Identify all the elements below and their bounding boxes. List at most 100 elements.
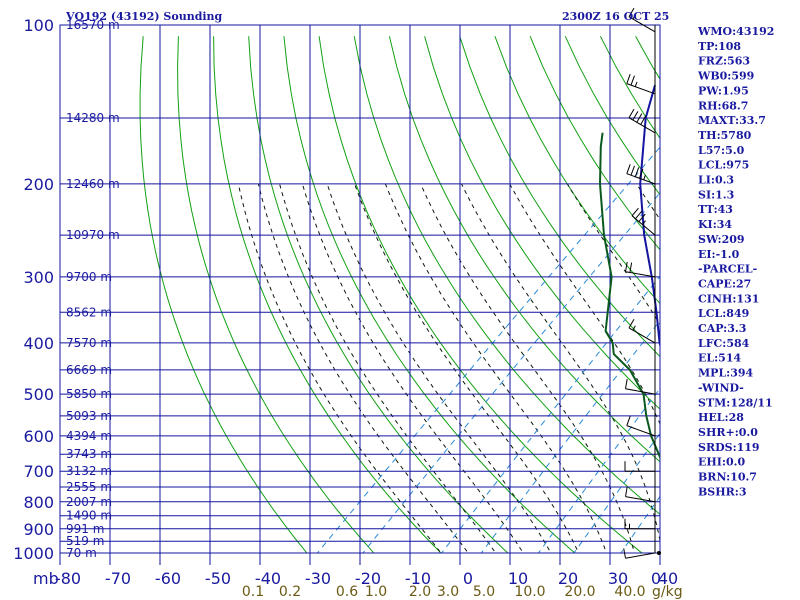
temperature-tick-label: 0: [463, 569, 473, 588]
height-label: 14280 m: [66, 111, 120, 125]
moist-adiabat: [237, 183, 442, 553]
height-label: 3132 m: [66, 464, 112, 478]
dry-adiabat: [248, 36, 509, 553]
dry-adiabat: [139, 36, 308, 553]
index-value: WB0:599: [697, 70, 754, 83]
pressure-tick-label: 600: [23, 427, 54, 446]
pressure-tick-label: 800: [23, 493, 54, 512]
height-label: 519 m: [66, 534, 104, 548]
index-value: L57:5.0: [698, 144, 745, 157]
temperature-tick-label: -60: [155, 569, 181, 588]
mixing-ratio-label: 3.0: [437, 584, 459, 600]
height-label: 7570 m: [66, 336, 112, 350]
temperature-tick-label: 10: [508, 569, 528, 588]
index-value: LCL:975: [698, 159, 749, 172]
wind-barb: [625, 261, 656, 278]
index-value: LCL:849: [698, 307, 749, 320]
temperature-tick-label: 30: [608, 569, 628, 588]
index-value: -PARCEL-: [698, 263, 757, 276]
temperature-tick-label: 0: [651, 569, 661, 588]
index-value: HEL:28: [698, 411, 744, 424]
wind-barb: [626, 164, 656, 185]
height-label: 2007 m: [66, 495, 112, 509]
pressure-tick-label: 1000: [13, 544, 54, 563]
mixing-ratio-label: 2.0: [409, 584, 431, 600]
dry-adiabat: [529, 36, 660, 251]
height-label: 9700 m: [66, 270, 112, 284]
dry-adiabat: [424, 36, 660, 410]
index-value: STM:128/11: [698, 396, 773, 409]
pressure-tick-label: 900: [23, 520, 54, 539]
index-value: EHI:0.0: [698, 456, 745, 469]
dry-adiabat: [177, 36, 375, 553]
mixing-ratio-label: 20.0: [564, 584, 595, 600]
grid: [59, 24, 661, 565]
wind-barb: [628, 318, 656, 344]
height-label: 1490 m: [66, 509, 112, 523]
mixing-ratio-label: 0.1: [242, 584, 264, 600]
index-value: EI:-1.0: [698, 248, 740, 261]
temperature-tick-label: -30: [305, 569, 331, 588]
wind-barbs: [623, 7, 661, 559]
dry-adiabat: [459, 36, 660, 358]
wind-barb: [623, 548, 656, 559]
chart-title: VQ192 (43192) Sounding: [65, 10, 223, 23]
height-label: 70 m: [66, 546, 97, 560]
height-label: 5850 m: [66, 387, 112, 401]
plot-frame: [59, 24, 661, 554]
dry-adiabats: [139, 35, 660, 553]
pressure-unit-label: mb: [33, 569, 59, 588]
temperature-tick-label: -70: [105, 569, 131, 588]
index-value: BRN:10.7: [698, 471, 757, 484]
series-dew-point: [598, 132, 660, 460]
height-label: 4394 m: [66, 429, 112, 443]
index-value: SRDS:119: [698, 441, 760, 454]
mixing-ratio-unit: g/kg: [652, 584, 683, 600]
pressure-tick-label: 700: [23, 462, 54, 481]
height-label: 2555 m: [66, 480, 112, 494]
pressure-tick-label: 400: [23, 334, 54, 353]
dry-adiabat: [213, 36, 442, 553]
mixing-ratio-label: 10.0: [514, 584, 545, 600]
index-value: TP:108: [698, 40, 741, 53]
index-value: MPL:394: [698, 367, 754, 380]
temperature-tick-label: -50: [205, 569, 231, 588]
temperature-tick-label: -10: [405, 569, 431, 588]
index-value: RH:68.7: [698, 99, 748, 112]
height-label: 991 m: [66, 522, 104, 536]
height-label: 3743 m: [66, 447, 112, 461]
wind-barb: [625, 378, 656, 395]
moist-adiabat: [461, 183, 660, 544]
moist-adiabat: [420, 183, 636, 553]
pressure-tick-label: 300: [23, 268, 54, 287]
pressure-tick-label: 200: [23, 175, 54, 194]
valid-time: 2300Z 16 OCT 25: [562, 10, 669, 23]
dry-adiabat: [388, 36, 660, 463]
series-parcel: [639, 84, 660, 349]
index-value: TT:43: [698, 203, 733, 216]
index-value: CAP:3.3: [698, 322, 746, 335]
wind-barb: [626, 74, 656, 95]
temperature-tick-label: -80: [55, 569, 81, 588]
wind-barb: [625, 486, 656, 503]
height-label: 10970 m: [66, 228, 120, 242]
height-label: 12460 m: [66, 177, 120, 191]
moist-adiabat: [279, 183, 497, 553]
wind-barb: [628, 7, 656, 33]
moist-adiabat: [301, 183, 524, 553]
dry-adiabat: [494, 36, 660, 305]
mixing-ratio-label: 5.0: [473, 584, 495, 600]
pressure-tick-label: 500: [23, 385, 54, 404]
moist-adiabat: [354, 183, 580, 553]
index-value: MAXT:33.7: [698, 114, 766, 127]
index-value: LFC:584: [698, 337, 750, 350]
moist-adiabat: [257, 183, 469, 553]
height-label: 5093 m: [66, 409, 112, 423]
index-value: PW:1.95: [698, 84, 749, 97]
wind-barb: [626, 416, 656, 437]
moist-adiabat: [384, 183, 608, 553]
index-value: FRZ:563: [698, 55, 750, 68]
